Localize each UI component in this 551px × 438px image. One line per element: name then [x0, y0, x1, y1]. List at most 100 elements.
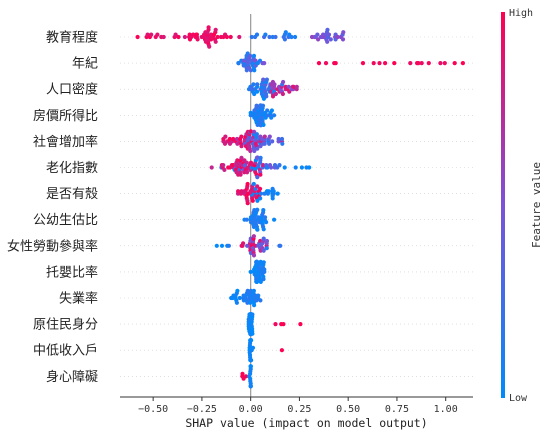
shap-point [258, 172, 263, 177]
shap-point [291, 84, 296, 89]
shap-point [239, 144, 244, 149]
shap-point [234, 136, 240, 142]
shap-point [207, 44, 212, 49]
colorbar-gradient [501, 12, 505, 398]
shap-point [209, 165, 214, 170]
shap-point [254, 32, 260, 37]
shap-point [252, 68, 257, 73]
shap-point [328, 37, 333, 42]
shap-point [248, 269, 253, 274]
colorbar: High Low Feature value [501, 8, 543, 404]
shap-point [270, 94, 276, 99]
shap-point [325, 27, 330, 32]
shap-point [316, 37, 321, 42]
shap-point [261, 236, 266, 241]
shap-point [255, 227, 260, 232]
shap-point [238, 172, 243, 177]
shap-point [245, 201, 250, 206]
shap-point [255, 198, 260, 203]
shap-point [267, 134, 272, 139]
x-tick-label: −0.25 [187, 404, 217, 415]
shap-point [294, 84, 299, 89]
shap-point [255, 155, 260, 160]
shap-point [282, 37, 287, 42]
x-tick-label: 0.75 [385, 404, 409, 415]
shap-point [269, 108, 274, 113]
shap-point [219, 243, 225, 248]
shap-point [267, 141, 272, 146]
shap-point [240, 371, 245, 376]
shap-point [237, 34, 242, 40]
feature-label: 是否有殼 [46, 187, 98, 202]
shap-point [283, 30, 288, 35]
shap-point [263, 215, 268, 220]
feature-label: 人口密度 [46, 82, 98, 98]
shap-point [249, 338, 254, 343]
shap-point [255, 146, 260, 151]
shap-point [252, 148, 257, 154]
shap-point [273, 91, 278, 97]
shap-point [261, 248, 266, 253]
shap-point [249, 34, 254, 40]
shap-point [392, 61, 397, 66]
shap-point [224, 34, 229, 40]
shap-point [236, 189, 241, 194]
feature-label: 托嬰比率 [46, 264, 98, 280]
shap-point [255, 82, 260, 87]
shap-point [261, 77, 266, 82]
shap-point [250, 198, 255, 203]
shap-point [258, 186, 263, 191]
shap-point [326, 32, 332, 37]
shap-point [438, 61, 443, 66]
shap-point [206, 25, 211, 30]
shap-point [298, 322, 303, 327]
shap-point [250, 331, 255, 336]
shap-point [341, 30, 346, 35]
shap-point [289, 34, 294, 40]
shap-point [249, 358, 254, 363]
shap-point [252, 129, 257, 134]
shap-point [149, 32, 154, 37]
shap-point [248, 68, 253, 73]
shap-point [335, 34, 340, 40]
shap-point [269, 115, 274, 120]
shap-point [278, 243, 283, 248]
colorbar-high-label: High [509, 8, 533, 19]
shap-point [255, 207, 260, 212]
shap-point [261, 227, 266, 232]
shap-point [214, 243, 219, 248]
shap-point [244, 160, 249, 165]
x-ticks: −0.50 −0.25 0.00 0.25 0.50 0.75 1.00 [138, 397, 458, 415]
shap-point [261, 277, 266, 282]
shap-point [251, 181, 256, 187]
shap-point [241, 241, 246, 246]
shap-point [261, 208, 266, 213]
shap-point [307, 165, 312, 170]
shap-point [262, 61, 267, 66]
shap-point [254, 279, 259, 284]
shap-point [245, 181, 250, 187]
feature-label: 身心障礙 [46, 369, 98, 385]
feature-label: 公幼生估比 [33, 213, 98, 228]
shap-point [279, 136, 285, 142]
shap-point [248, 384, 253, 389]
shap-point [287, 89, 292, 94]
shap-point [281, 322, 286, 327]
shap-point [276, 136, 281, 142]
shap-point [248, 53, 253, 59]
shap-point [258, 144, 263, 149]
feature-label: 老化指數 [46, 161, 98, 176]
shap-point [182, 34, 187, 40]
shap-point [251, 53, 257, 59]
shap-point [161, 34, 166, 40]
shap-point [452, 61, 457, 66]
shap-point [254, 103, 259, 108]
shap-point [251, 234, 256, 239]
shap-point [299, 165, 304, 170]
shap-point [262, 267, 267, 272]
shap-point [277, 163, 282, 168]
shap-point [239, 134, 244, 139]
x-tick-label: −0.50 [138, 404, 168, 415]
shap-point [248, 129, 253, 134]
